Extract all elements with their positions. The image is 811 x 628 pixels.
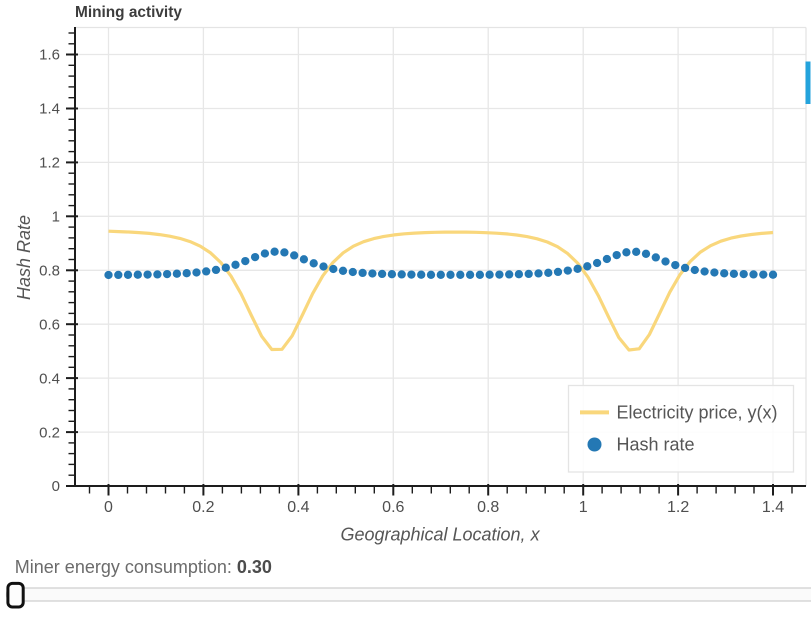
- svg-text:0: 0: [104, 499, 113, 516]
- svg-text:0.8: 0.8: [39, 263, 60, 280]
- svg-text:Miner energy consumption: 0.30: Miner energy consumption: 0.30: [15, 557, 272, 577]
- svg-text:0.8: 0.8: [477, 499, 499, 516]
- svg-text:Mining activity: Mining activity: [75, 4, 182, 21]
- svg-text:0.2: 0.2: [192, 499, 214, 516]
- svg-text:0.6: 0.6: [382, 499, 404, 516]
- svg-text:Hash Rate: Hash Rate: [14, 215, 34, 300]
- svg-text:0: 0: [52, 478, 60, 495]
- svg-text:Geographical Location, x: Geographical Location, x: [340, 525, 540, 545]
- svg-text:0.6: 0.6: [39, 316, 60, 333]
- svg-text:1: 1: [579, 499, 588, 516]
- svg-text:1: 1: [52, 209, 60, 226]
- svg-text:1.4: 1.4: [762, 499, 784, 516]
- svg-text:Electricity price, y(x): Electricity price, y(x): [617, 403, 778, 423]
- svg-text:0.4: 0.4: [287, 499, 309, 516]
- svg-text:1.2: 1.2: [667, 499, 689, 516]
- svg-text:Hash rate: Hash rate: [617, 435, 695, 455]
- svg-text:1.6: 1.6: [39, 47, 60, 64]
- svg-text:1.2: 1.2: [39, 155, 60, 172]
- svg-text:0.4: 0.4: [39, 370, 60, 387]
- svg-text:0.2: 0.2: [39, 424, 60, 441]
- svg-text:1.4: 1.4: [39, 101, 60, 118]
